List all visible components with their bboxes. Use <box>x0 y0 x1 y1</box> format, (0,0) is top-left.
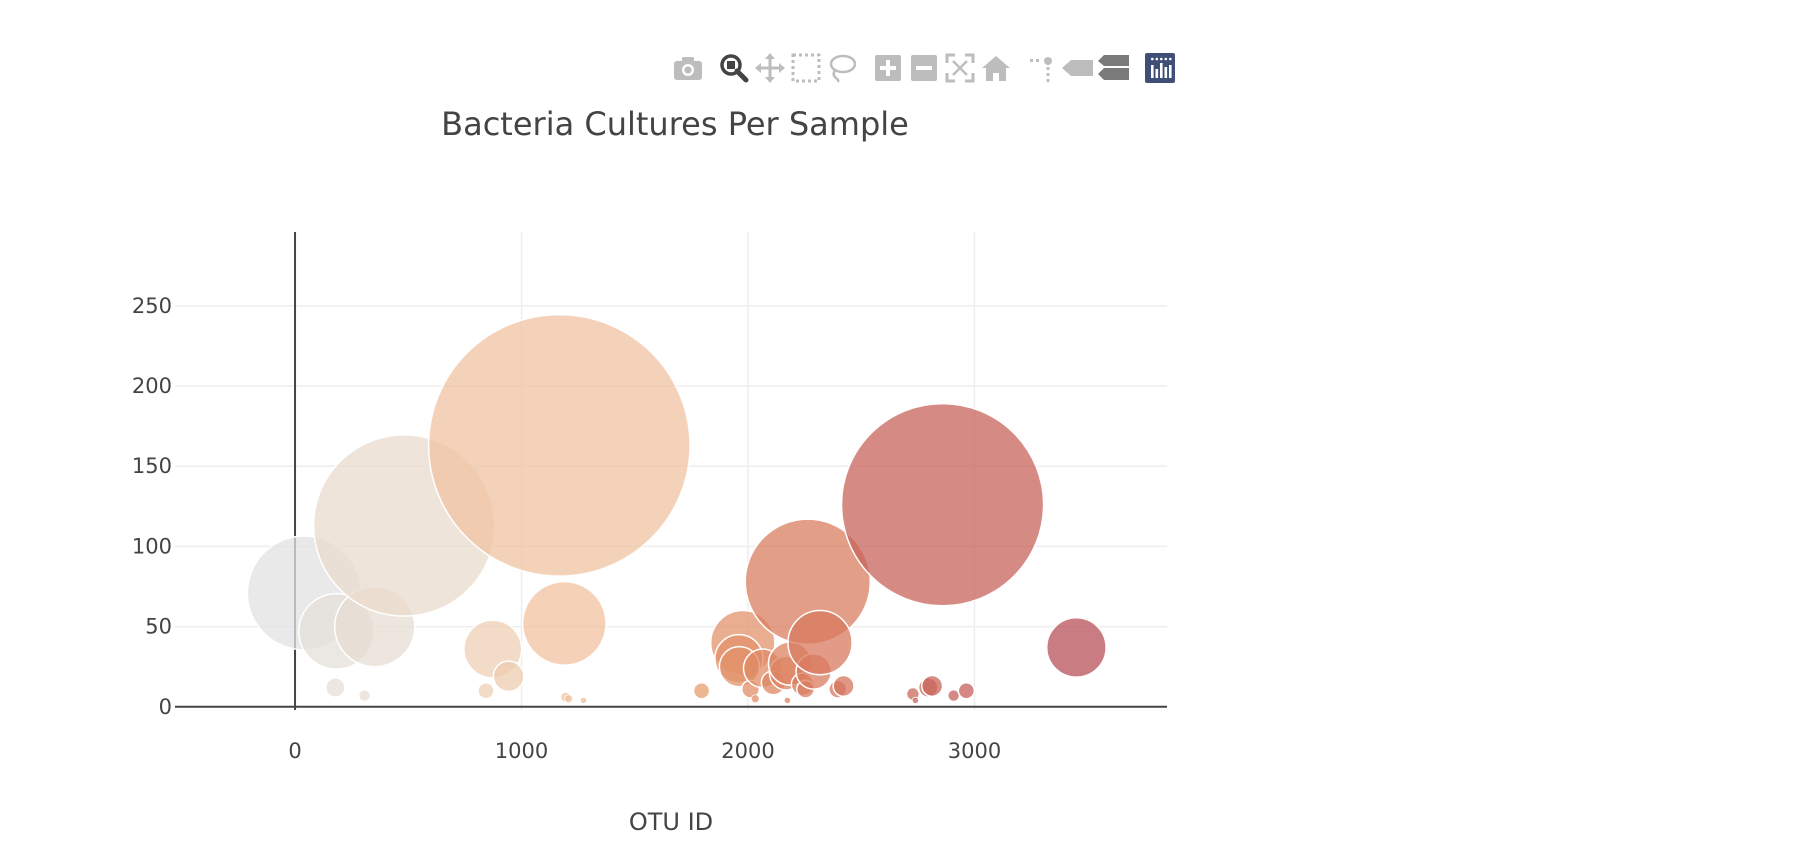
camera-icon[interactable] <box>670 48 706 88</box>
bubble-point[interactable] <box>492 660 525 693</box>
y-tick-label: 0 <box>159 695 172 719</box>
plotly-logo-icon[interactable] <box>1142 48 1178 88</box>
bubble-point[interactable] <box>1045 617 1107 678</box>
bubble-point[interactable] <box>911 696 919 704</box>
x-tick-label: 3000 <box>948 739 1001 763</box>
zoom-in-icon[interactable] <box>870 48 906 88</box>
x-tick-label: 1000 <box>495 739 548 763</box>
zoom-icon[interactable] <box>716 48 752 88</box>
bubble-point[interactable] <box>427 313 691 577</box>
x-tick-label: 0 <box>288 739 301 763</box>
bubble-point[interactable] <box>832 674 855 698</box>
bubble-point[interactable] <box>787 609 853 676</box>
spike-lines-icon[interactable] <box>1024 48 1060 88</box>
lasso-select-icon[interactable] <box>824 48 860 88</box>
x-tick-label: 2000 <box>721 739 774 763</box>
bubble-point[interactable] <box>692 681 711 700</box>
hover-compare-icon[interactable] <box>1096 48 1132 88</box>
bubble-point[interactable] <box>920 674 944 698</box>
y-tick-label: 200 <box>132 374 172 398</box>
y-tick-label: 250 <box>132 294 172 318</box>
chart-title: Bacteria Cultures Per Sample <box>441 105 909 143</box>
y-tick-label: 50 <box>145 615 172 639</box>
bubble-point[interactable] <box>564 694 574 704</box>
bubble-point[interactable] <box>957 681 976 700</box>
pan-icon[interactable] <box>752 48 788 88</box>
autoscale-icon[interactable] <box>942 48 978 88</box>
x-axis-title: OTU ID <box>629 808 713 836</box>
bubble-point[interactable] <box>477 681 495 700</box>
y-tick-label: 100 <box>132 534 172 558</box>
modebar <box>670 48 1178 88</box>
bubble-point[interactable] <box>783 696 792 704</box>
y-tick-label: 150 <box>132 454 172 478</box>
zoom-out-icon[interactable] <box>906 48 942 88</box>
bubbles <box>246 313 1107 704</box>
bubble-point[interactable] <box>521 580 607 666</box>
bubble-point[interactable] <box>750 694 760 704</box>
box-select-icon[interactable] <box>788 48 824 88</box>
bubble-point[interactable] <box>324 677 346 698</box>
reset-axes-icon[interactable] <box>978 48 1014 88</box>
bubble-point[interactable] <box>840 402 1045 607</box>
bubble-point[interactable] <box>579 696 588 704</box>
bubble-point[interactable] <box>947 689 960 702</box>
hover-closest-icon[interactable] <box>1060 48 1096 88</box>
bubble-point[interactable] <box>358 689 371 702</box>
